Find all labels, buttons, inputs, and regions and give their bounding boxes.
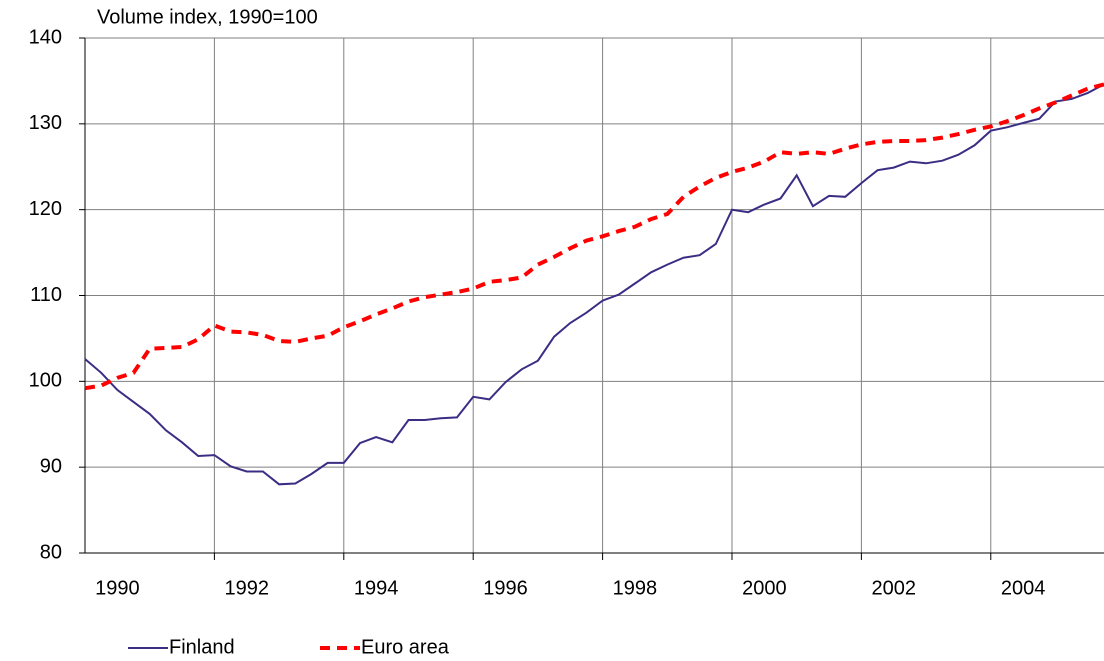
y-tick-label: 80: [40, 541, 62, 563]
x-tick-label: 2004: [1001, 577, 1046, 599]
chart-title: Volume index, 1990=100: [97, 6, 318, 28]
x-tick-label: 1992: [224, 577, 269, 599]
series-line: [84, 83, 1104, 486]
x-tick-label: 2002: [871, 577, 916, 599]
y-tick-label: 140: [29, 26, 62, 48]
y-tick-label: 100: [29, 370, 62, 392]
y-tick-label: 130: [29, 112, 62, 134]
legend-label: Finland: [169, 636, 235, 658]
legend-label: Euro area: [361, 636, 450, 658]
y-tick-label: 110: [30, 284, 62, 306]
x-tick-label: 1994: [354, 577, 399, 599]
x-tick-label: 2000: [742, 577, 787, 599]
x-tick-label: 1998: [613, 577, 658, 599]
y-tick-label: 90: [40, 455, 62, 477]
x-tick-label: 1990: [95, 577, 140, 599]
y-tick-label: 120: [29, 198, 62, 220]
series-line: [84, 82, 1104, 391]
x-tick-label: 1996: [483, 577, 528, 599]
